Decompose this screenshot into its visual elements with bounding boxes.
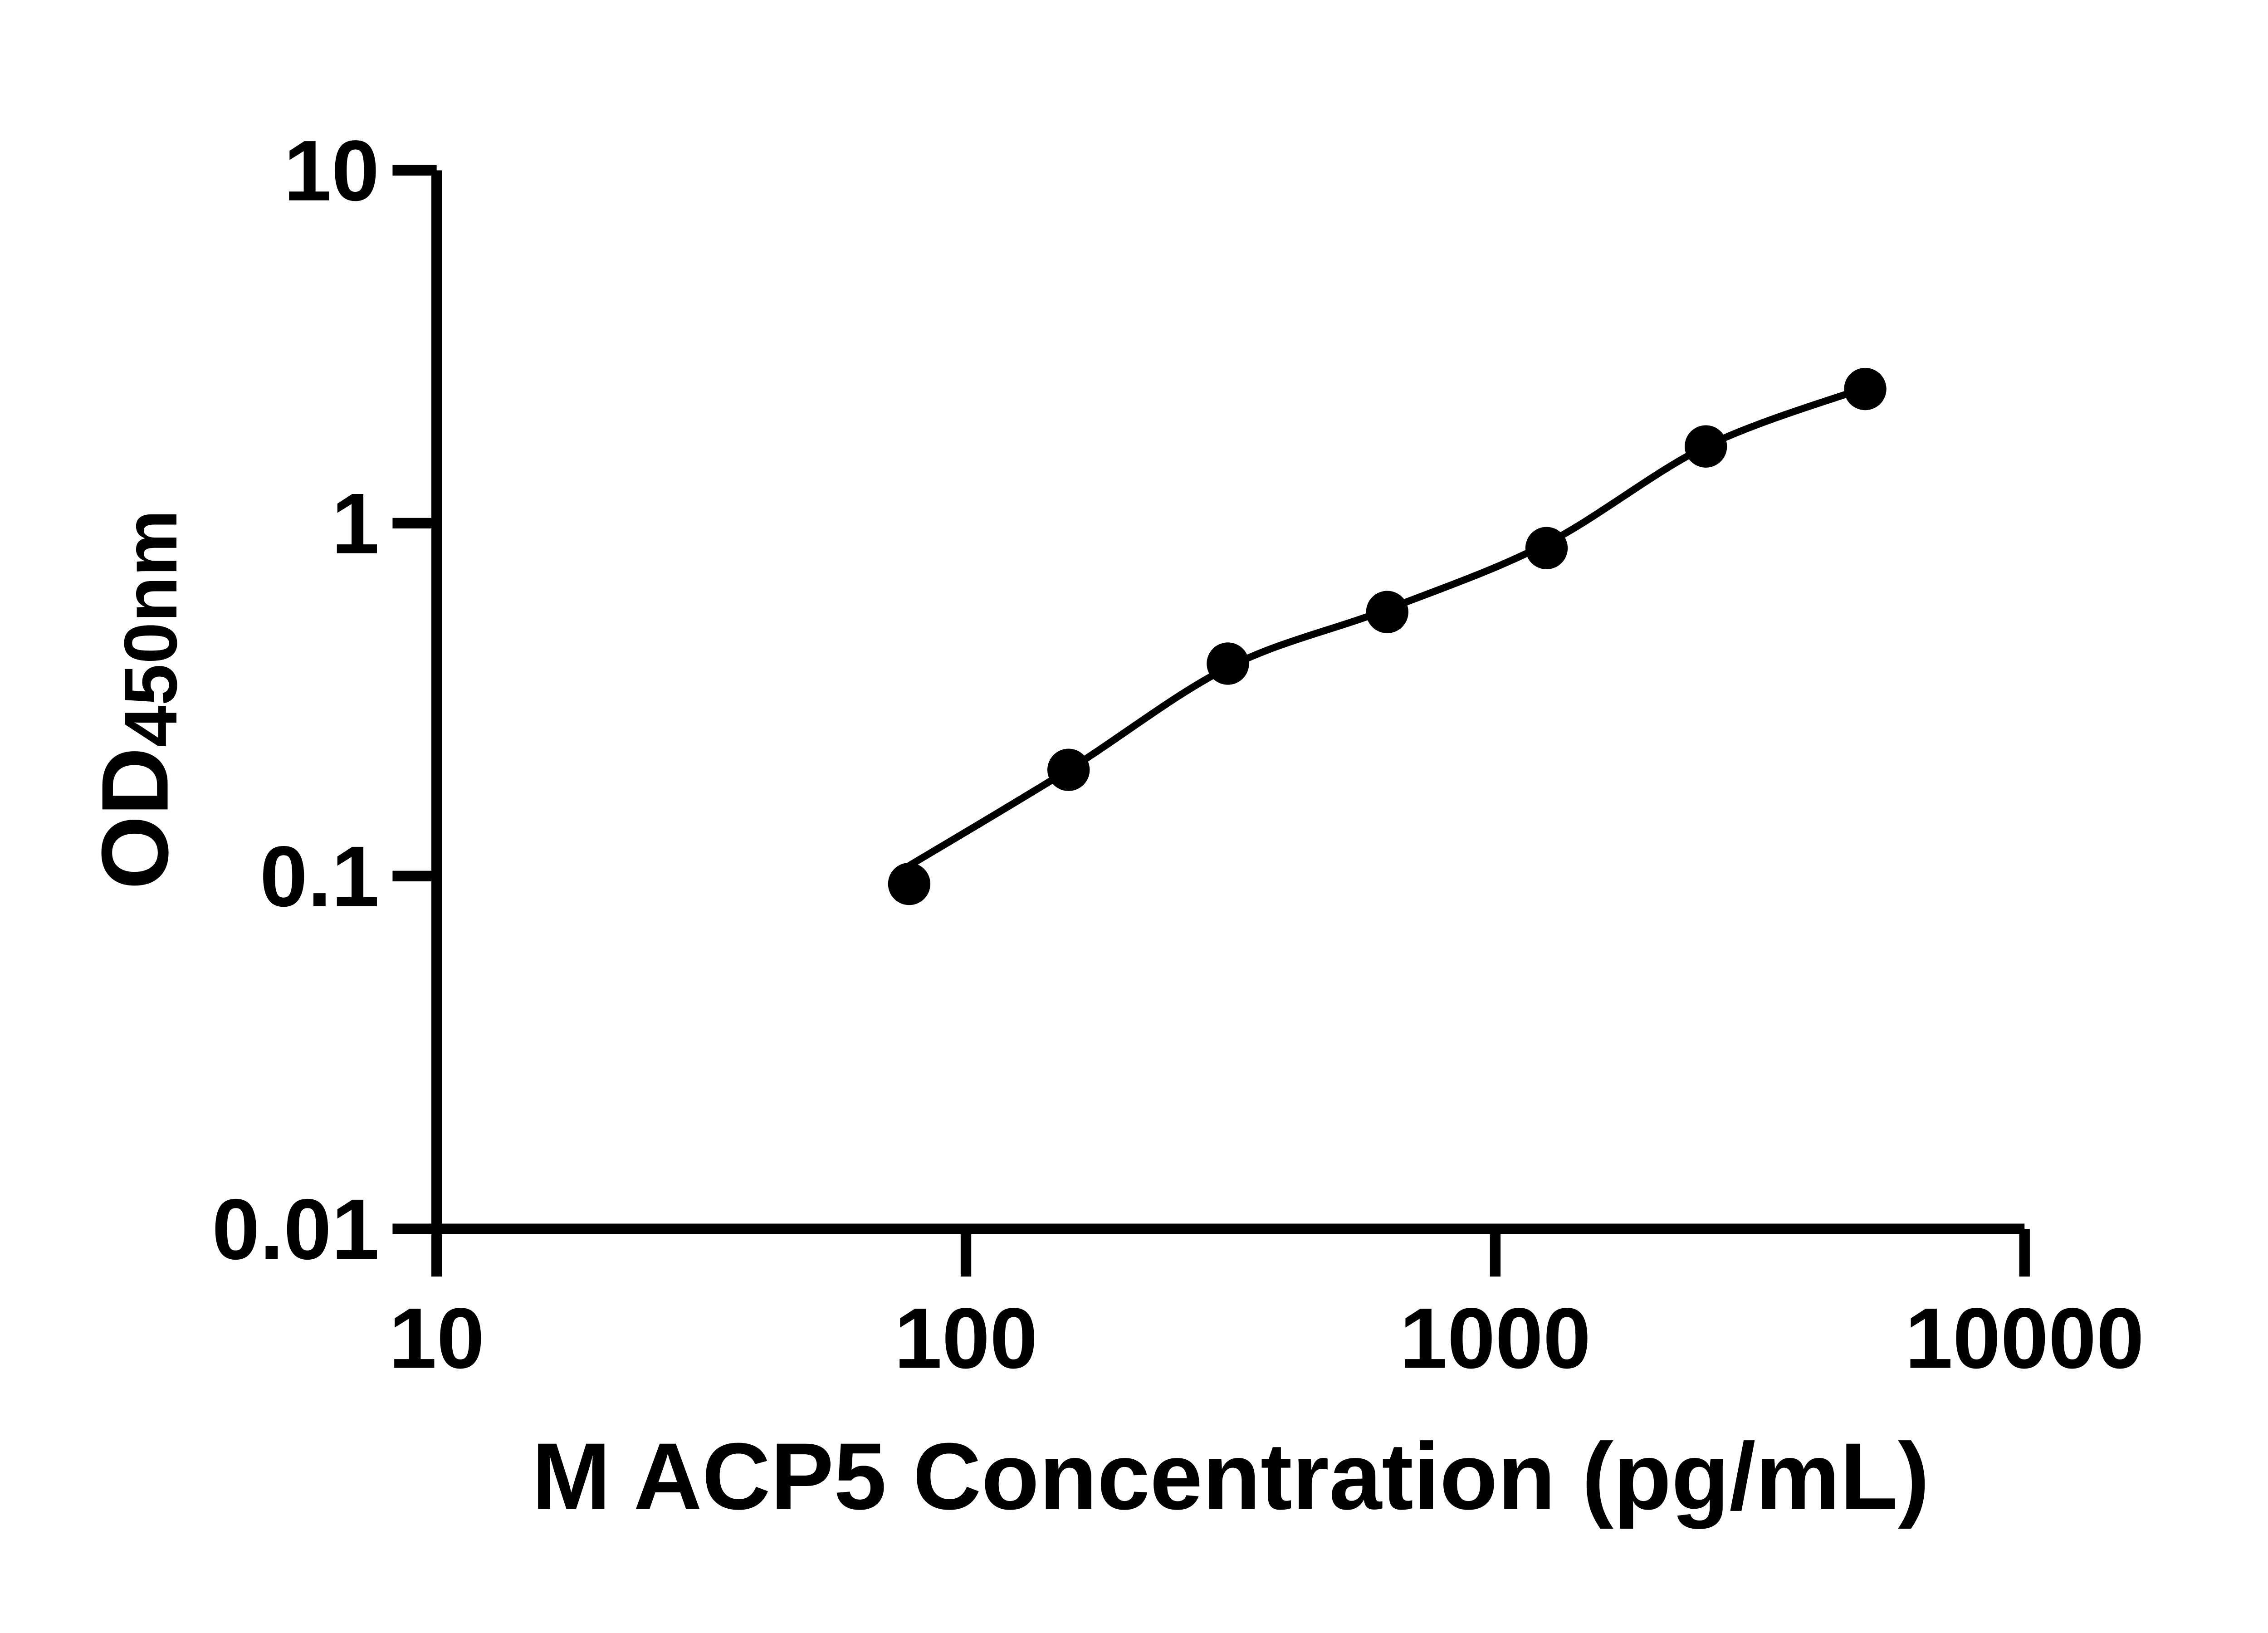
data-point [1366, 591, 1408, 633]
y-axis-title-subscript: 450nm [109, 510, 193, 748]
y-axis-tick-marks [392, 165, 437, 1234]
x-axis-tick-labels: 10 100 1000 10000 [389, 1290, 2144, 1386]
data-point [1685, 425, 1727, 468]
y-tick-label: 0.1 [260, 828, 380, 924]
data-point [888, 862, 931, 905]
y-axis-title-main: OD [83, 747, 188, 890]
x-tick-label: 1000 [1399, 1290, 1591, 1386]
data-point [1207, 642, 1249, 685]
x-tick-label: 100 [894, 1290, 1037, 1386]
axis-frame [431, 170, 2025, 1234]
y-axis-title: OD450nm [83, 510, 193, 890]
y-axis-tick-labels: 10 1 0.1 0.01 [212, 123, 379, 1278]
x-tick-label: 10000 [1905, 1290, 2144, 1386]
x-axis-tick-marks [431, 1229, 2030, 1277]
data-point [1047, 748, 1090, 791]
y-tick-label: 0.01 [212, 1181, 379, 1277]
x-axis-title: M ACP5 Concentration (pg/mL) [532, 1424, 1929, 1530]
data-points [888, 367, 1887, 905]
y-tick-label: 10 [284, 123, 379, 219]
x-tick-label: 10 [389, 1290, 484, 1386]
data-point [1525, 527, 1568, 569]
y-tick-label: 1 [332, 475, 379, 572]
data-point [1844, 367, 1887, 411]
